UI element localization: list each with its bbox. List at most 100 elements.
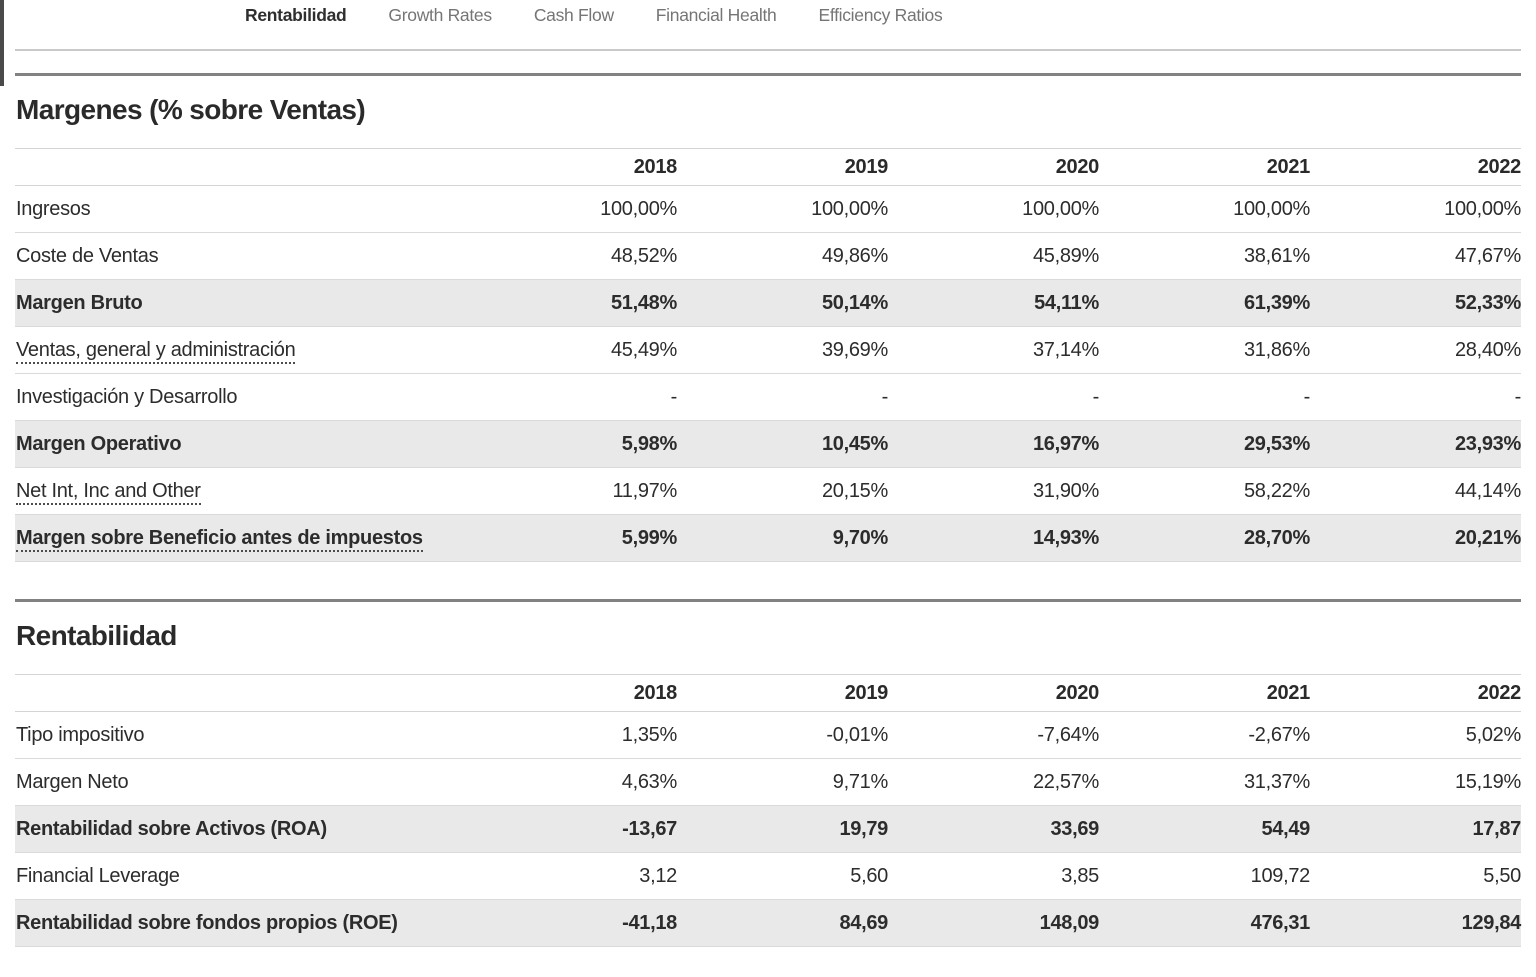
cell-value: 148,09 — [888, 899, 1099, 947]
cell-value: 129,84 — [1310, 899, 1521, 947]
row-label: Margen Bruto — [15, 279, 466, 327]
row-label: Ingresos — [15, 185, 466, 233]
row-label: Coste de Ventas — [15, 232, 466, 280]
tab-cash-flow[interactable]: Cash Flow — [533, 5, 614, 25]
cell-value: 109,72 — [1099, 852, 1310, 900]
cell-value: 54,11% — [888, 279, 1099, 327]
cell-value: 14,93% — [888, 514, 1099, 562]
year-header-2022: 2022 — [1310, 148, 1521, 186]
year-header-2020: 2020 — [888, 148, 1099, 186]
ratios-tab-bar: Rentabilidad Growth Rates Cash Flow Financi… — [15, 0, 1521, 51]
cell-value: 29,53% — [1099, 420, 1310, 468]
cell-value: 5,02% — [1310, 711, 1521, 759]
table-row-rentabilidad-sobre-activos-roa: Rentabilidad sobre Activos (ROA) -13,67 19… — [15, 805, 1521, 853]
section-title: Margenes (% sobre Ventas) — [16, 94, 366, 125]
cell-value: 9,70% — [677, 514, 888, 562]
cell-value: 58,22% — [1099, 467, 1310, 515]
cell-value: 15,19% — [1310, 758, 1521, 806]
year-header-2018: 2018 — [466, 674, 677, 712]
cell-value: - — [466, 373, 677, 421]
cell-value: 22,57% — [888, 758, 1099, 806]
cell-value: 51,48% — [466, 279, 677, 327]
cell-value: 28,40% — [1310, 326, 1521, 374]
cell-value: 54,49 — [1099, 805, 1310, 853]
cell-value: 50,14% — [677, 279, 888, 327]
year-header-2018: 2018 — [466, 148, 677, 186]
left-edge-line — [0, 0, 4, 86]
section-margins: Margenes (% sobre Ventas) 2018 2019 2020 20… — [15, 73, 1521, 562]
cell-value: 100,00% — [888, 185, 1099, 233]
row-label: Net Int, Inc and Other — [15, 467, 466, 515]
cell-value: 84,69 — [677, 899, 888, 947]
table-row-margen-neto: Margen Neto 4,63% 9,71% 22,57% 31,37% 15,19% — [15, 758, 1521, 806]
section-profitability: Rentabilidad 2018 2019 2020 2021 2022 Tipo im… — [15, 599, 1521, 947]
tab-rentabilidad[interactable]: Rentabilidad — [245, 5, 347, 25]
table-row-margen-operativo: Margen Operativo 5,98% 10,45% 16,97% 29,53% 2… — [15, 420, 1521, 468]
row-label-tooltip-link[interactable]: Net Int, Inc and Other — [16, 479, 201, 505]
cell-value: 5,98% — [466, 420, 677, 468]
table-row-margen-sobre-beneficio-antes-de-impuestos: Margen sobre Beneficio antes de impuesto… — [15, 514, 1521, 562]
row-label-tooltip-link[interactable]: Margen sobre Beneficio antes de impuesto… — [16, 526, 423, 552]
row-label: Margen Neto — [15, 758, 466, 806]
cell-value: 49,86% — [677, 232, 888, 280]
cell-value: 45,49% — [466, 326, 677, 374]
tab-growth-rates[interactable]: Growth Rates — [388, 5, 492, 25]
cell-value: 31,37% — [1099, 758, 1310, 806]
cell-value: -2,67% — [1099, 711, 1310, 759]
cell-value: 1,35% — [466, 711, 677, 759]
cell-value: 31,90% — [888, 467, 1099, 515]
cell-value: 5,60 — [677, 852, 888, 900]
cell-value: 5,50 — [1310, 852, 1521, 900]
cell-value: 31,86% — [1099, 326, 1310, 374]
year-header-2021: 2021 — [1099, 148, 1310, 186]
cell-value: 38,61% — [1099, 232, 1310, 280]
row-label: Margen Operativo — [15, 420, 466, 468]
ratios-content: Rentabilidad Growth Rates Cash Flow Financi… — [15, 0, 1521, 947]
cell-value: 48,52% — [466, 232, 677, 280]
cell-value: 61,39% — [1099, 279, 1310, 327]
cell-value: 37,14% — [888, 326, 1099, 374]
cell-value: 4,63% — [466, 758, 677, 806]
cell-value: -13,67 — [466, 805, 677, 853]
cell-value: 39,69% — [677, 326, 888, 374]
table-row-ventas-general-y-administraci-n: Ventas, general y administración 45,49% 39… — [15, 326, 1521, 374]
cell-value: 3,85 — [888, 852, 1099, 900]
table-row-rentabilidad-sobre-fondos-propios-roe: Rentabilidad sobre fondos propios (ROE) -… — [15, 899, 1521, 947]
cell-value: 20,21% — [1310, 514, 1521, 562]
table-row-financial-leverage: Financial Leverage 3,12 5,60 3,85 109,72 5,50 — [15, 852, 1521, 900]
cell-value: - — [1099, 373, 1310, 421]
cell-value: 100,00% — [1099, 185, 1310, 233]
table-row-margen-bruto: Margen Bruto 51,48% 50,14% 54,11% 61,39% 52,3… — [15, 279, 1521, 327]
cell-value: 52,33% — [1310, 279, 1521, 327]
cell-value: 23,93% — [1310, 420, 1521, 468]
cell-value: -41,18 — [466, 899, 677, 947]
table-row-ingresos: Ingresos 100,00% 100,00% 100,00% 100,00% 100,… — [15, 185, 1521, 233]
tab-efficiency-ratios[interactable]: Efficiency Ratios — [818, 5, 943, 25]
cell-value: 3,12 — [466, 852, 677, 900]
row-label: Investigación y Desarrollo — [15, 373, 466, 421]
row-label: Financial Leverage — [15, 852, 466, 900]
table-row-coste-de-ventas: Coste de Ventas 48,52% 49,86% 45,89% 38,61% 4… — [15, 232, 1521, 280]
tab-financial-health[interactable]: Financial Health — [655, 5, 777, 25]
year-header-2019: 2019 — [677, 674, 888, 712]
cell-value: 5,99% — [466, 514, 677, 562]
row-label-tooltip-link[interactable]: Ventas, general y administración — [16, 338, 296, 364]
cell-value: 20,15% — [677, 467, 888, 515]
cell-value: 19,79 — [677, 805, 888, 853]
year-header-row: 2018 2019 2020 2021 2022 — [15, 148, 1521, 186]
section-title: Rentabilidad — [16, 620, 177, 651]
row-label: Rentabilidad sobre fondos propios (ROE) — [15, 899, 466, 947]
cell-value: - — [888, 373, 1099, 421]
cell-value: 47,67% — [1310, 232, 1521, 280]
row-label: Margen sobre Beneficio antes de impuesto… — [15, 514, 466, 562]
corner-cell — [15, 148, 466, 186]
cell-value: - — [677, 373, 888, 421]
cell-value: 11,97% — [466, 467, 677, 515]
table-row-net-int-inc-and-other: Net Int, Inc and Other 11,97% 20,15% 31,90%… — [15, 467, 1521, 515]
corner-cell — [15, 674, 466, 712]
profitability-table: 2018 2019 2020 2021 2022 Tipo impositivo 1,35%… — [15, 674, 1521, 947]
cell-value: 33,69 — [888, 805, 1099, 853]
year-header-2019: 2019 — [677, 148, 888, 186]
year-header-2022: 2022 — [1310, 674, 1521, 712]
cell-value: 28,70% — [1099, 514, 1310, 562]
